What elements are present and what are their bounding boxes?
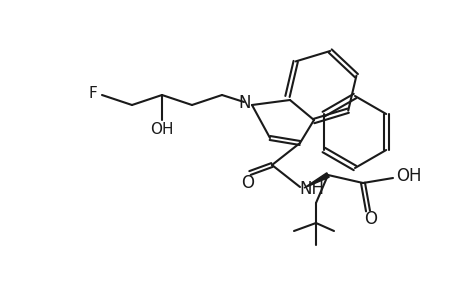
Text: F: F [89, 85, 97, 100]
Polygon shape [303, 173, 329, 188]
Text: OH: OH [395, 167, 421, 185]
Text: O: O [364, 210, 377, 228]
Text: NH: NH [299, 180, 324, 198]
Text: O: O [241, 174, 254, 192]
Text: OH: OH [150, 122, 174, 136]
Text: N: N [238, 94, 251, 112]
